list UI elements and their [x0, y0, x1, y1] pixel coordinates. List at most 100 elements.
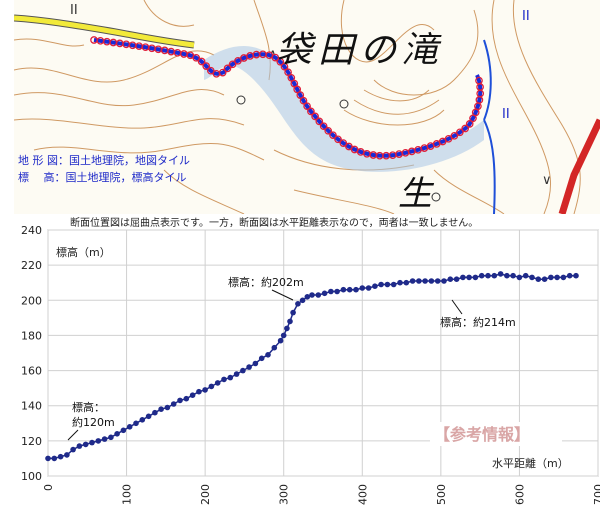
route-point — [223, 64, 232, 73]
route-point — [296, 91, 305, 99]
data-point — [346, 286, 353, 293]
data-point — [504, 272, 510, 279]
data-point — [365, 285, 372, 291]
route-point — [334, 135, 342, 144]
svg-text:∨: ∨ — [542, 173, 552, 188]
data-point — [548, 274, 554, 281]
series-line — [48, 273, 576, 460]
reference-stamp-box — [430, 422, 562, 446]
data-point — [214, 380, 221, 386]
data-point — [290, 309, 296, 316]
map-title: 袋田の滝 — [276, 30, 444, 71]
data-point — [384, 281, 391, 288]
data-point — [108, 434, 114, 441]
data-point — [491, 272, 498, 279]
route-point — [311, 112, 319, 121]
data-point — [114, 431, 120, 437]
map-credit-topo: 地 形 図：国土地理院，地図タイル — [18, 153, 190, 167]
route-point — [197, 57, 206, 66]
data-point — [460, 274, 466, 281]
route-point — [456, 128, 464, 137]
data-point — [57, 453, 64, 460]
x-tick-label: 300 — [278, 484, 291, 505]
data-point — [315, 292, 322, 298]
route-point — [307, 107, 315, 116]
annotation-202: 標高：約202m — [228, 275, 304, 289]
data-point — [133, 420, 139, 427]
x-tick-label: 700 — [592, 484, 600, 505]
route-point — [461, 124, 470, 133]
data-point — [258, 355, 265, 362]
river — [483, 119, 496, 214]
data-point — [177, 397, 183, 404]
route-point — [206, 66, 215, 75]
data-point — [233, 371, 240, 377]
y-tick-label: 120 — [21, 435, 42, 448]
route-point — [280, 62, 289, 71]
data-point — [170, 401, 177, 407]
data-point — [64, 452, 70, 458]
annotation-120-arrow — [67, 429, 79, 441]
data-point — [378, 281, 384, 288]
route-point — [271, 53, 280, 62]
annotation-120-line2: 約120m — [72, 415, 115, 429]
annotation-202-arrow — [271, 289, 294, 301]
y-tick-label: 160 — [21, 365, 42, 378]
x-tick-label: 0 — [42, 484, 55, 491]
data-point — [152, 409, 158, 416]
data-point — [208, 383, 215, 390]
route-point — [315, 117, 324, 126]
data-point — [353, 286, 359, 293]
y-tick-label: 200 — [21, 294, 42, 307]
data-point — [554, 274, 560, 281]
data-point — [202, 387, 208, 393]
data-point — [328, 288, 334, 295]
x-tick-label: 100 — [121, 484, 134, 505]
data-point — [246, 364, 252, 370]
data-point — [516, 274, 523, 281]
data-point — [321, 290, 328, 297]
data-point — [441, 278, 447, 284]
data-point — [541, 276, 548, 282]
data-point — [428, 278, 435, 284]
data-point — [277, 337, 284, 344]
data-point — [189, 392, 196, 398]
x-axis-ticks: 0 100 200 300 400 500 600 700 — [42, 484, 600, 505]
route-point — [234, 56, 242, 65]
data-point — [183, 395, 190, 402]
data-point — [240, 367, 246, 374]
data-point — [227, 374, 234, 381]
route-point — [339, 139, 348, 147]
data-point — [95, 438, 102, 444]
data-point — [196, 388, 202, 395]
route-point — [329, 131, 337, 140]
svg-text:ΙΙ: ΙΙ — [70, 3, 78, 18]
route-point — [202, 62, 211, 70]
route-trace — [93, 38, 483, 158]
data-point — [252, 360, 259, 367]
data-point — [340, 286, 347, 293]
data-point — [453, 276, 460, 282]
data-point — [397, 279, 403, 286]
data-point — [422, 278, 428, 284]
chart-note: 断面位置図は屈曲点表示です。一方，断面図は水平距離表示なので，両者は一致しません… — [70, 216, 478, 229]
annotation-214-arrow — [451, 299, 463, 315]
route-point — [299, 96, 308, 105]
svg-text:ΙΙ: ΙΙ — [522, 9, 530, 24]
data-point — [472, 274, 479, 281]
data-point — [485, 272, 491, 279]
route-point — [290, 79, 299, 88]
route-point — [345, 142, 353, 151]
x-tick-label: 600 — [513, 484, 526, 505]
route-point — [284, 68, 292, 77]
data-point — [478, 272, 485, 279]
data-point — [409, 278, 416, 284]
x-axis-label: 水平距離（m） — [492, 456, 569, 470]
data-point — [466, 274, 472, 281]
data-point — [309, 292, 315, 298]
route-point — [444, 134, 453, 143]
x-tick-label: 200 — [199, 484, 212, 505]
data-point — [372, 283, 378, 289]
valley-area — [204, 46, 484, 172]
